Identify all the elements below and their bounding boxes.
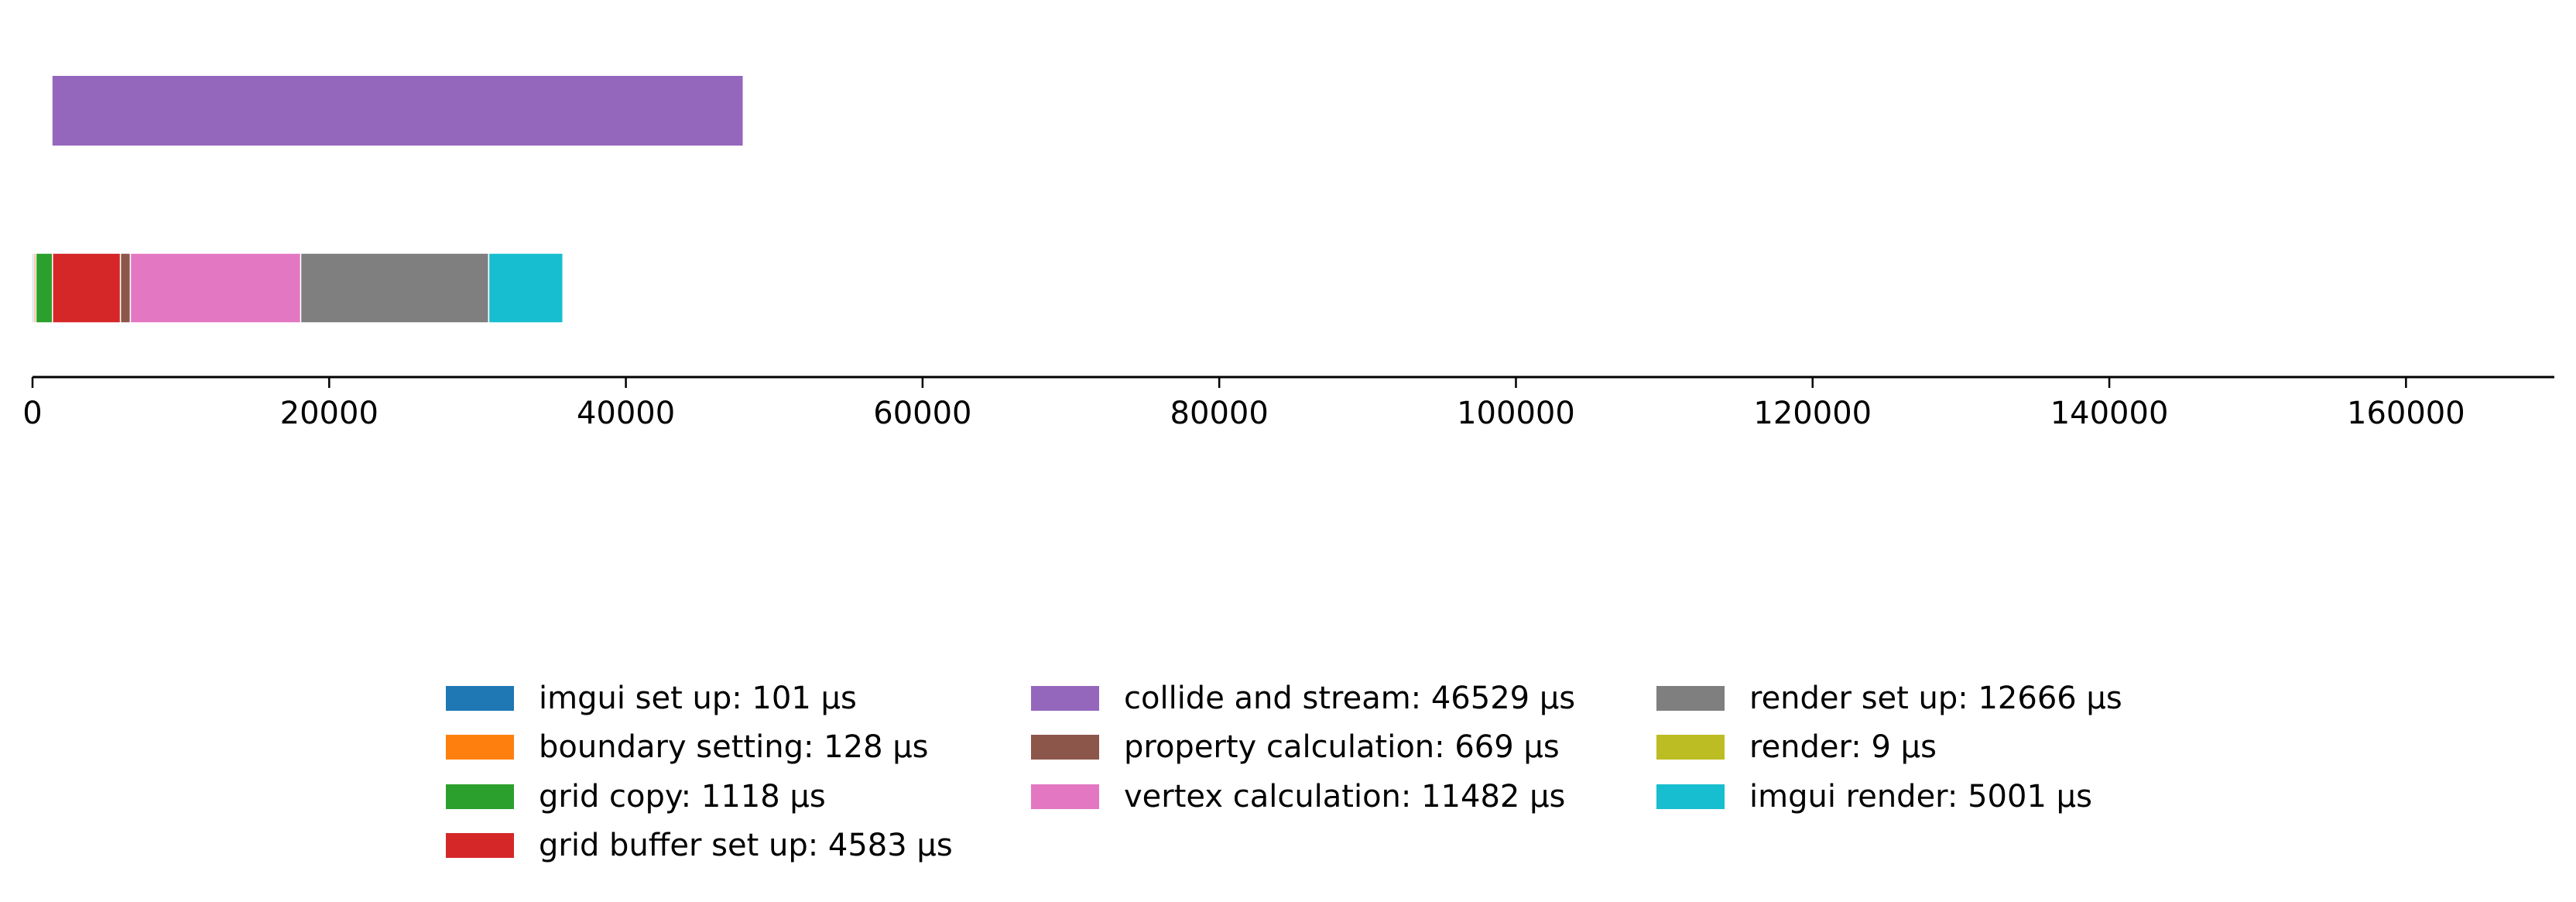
legend-item: grid buffer set up: 4583 µs xyxy=(446,821,1031,871)
legend-empty-cell xyxy=(1656,821,2136,871)
x-tick-label: 60000 xyxy=(873,396,971,431)
legend-label: imgui set up: 101 µs xyxy=(539,680,857,716)
legend-item: imgui render: 5001 µs xyxy=(1656,772,2136,821)
legend-item: imgui set up: 101 µs xyxy=(446,674,1031,723)
legend-item: vertex calculation: 11482 µs xyxy=(1031,772,1656,821)
legend-label: render: 9 µs xyxy=(1749,729,1937,766)
x-tick-label: 80000 xyxy=(1170,396,1269,431)
x-axis-ticks: 0 20000 40000 60000 80000 100000 120000 140000 1… xyxy=(22,377,2465,431)
legend-label: grid buffer set up: 4583 µs xyxy=(539,828,953,864)
legend-swatch xyxy=(446,685,514,711)
bar-segment-vertex-calculation xyxy=(129,252,302,324)
bar-segment-collide-and-stream xyxy=(52,76,743,146)
bar-segment-grid-copy xyxy=(35,252,53,324)
legend-empty-cell xyxy=(1031,821,1656,871)
x-tick-label: 40000 xyxy=(577,396,675,431)
legend-item: collide and stream: 46529 µs xyxy=(1031,674,1656,723)
legend-swatch xyxy=(1031,784,1099,809)
bar-segment-property-calculation xyxy=(119,252,132,324)
x-tick-label: 20000 xyxy=(280,396,379,431)
x-tick-label: 0 xyxy=(22,396,42,431)
legend-item: property calculation: 669 µs xyxy=(1031,723,1656,773)
legend-label: grid copy: 1118 µs xyxy=(539,778,826,815)
legend-item: render set up: 12666 µs xyxy=(1656,674,2136,723)
x-tick-label: 120000 xyxy=(1753,396,1872,431)
legend-swatch xyxy=(446,735,514,760)
bars-group xyxy=(32,76,743,324)
legend-swatch xyxy=(446,833,514,859)
x-tick-label: 100000 xyxy=(1457,396,1575,431)
legend-swatch xyxy=(1031,735,1099,760)
legend-label: imgui render: 5001 µs xyxy=(1749,778,2092,815)
legend-item: boundary setting: 128 µs xyxy=(446,723,1031,773)
legend-label: boundary setting: 128 µs xyxy=(539,729,929,766)
legend-label: collide and stream: 46529 µs xyxy=(1124,680,1576,716)
bar-segment-render-set-up xyxy=(300,252,490,324)
x-tick-label: 140000 xyxy=(2050,396,2169,431)
legend-swatch xyxy=(1656,784,1725,809)
legend-label: vertex calculation: 11482 µs xyxy=(1124,778,1566,815)
legend-swatch xyxy=(1656,735,1725,760)
legend-item: grid copy: 1118 µs xyxy=(446,772,1031,821)
legend-swatch xyxy=(1656,685,1725,711)
bar-segment-grid-buffer-set-up xyxy=(52,252,122,324)
legend-label: render set up: 12666 µs xyxy=(1749,680,2122,716)
x-tick-label: 160000 xyxy=(2347,396,2465,431)
legend-swatch xyxy=(1031,685,1099,711)
legend: imgui set up: 101 µs collide and stream: … xyxy=(446,674,2136,870)
legend-swatch xyxy=(446,784,514,809)
legend-label: property calculation: 669 µs xyxy=(1124,729,1560,766)
bar-segment-imgui-render xyxy=(488,252,564,324)
legend-item: render: 9 µs xyxy=(1656,723,2136,773)
